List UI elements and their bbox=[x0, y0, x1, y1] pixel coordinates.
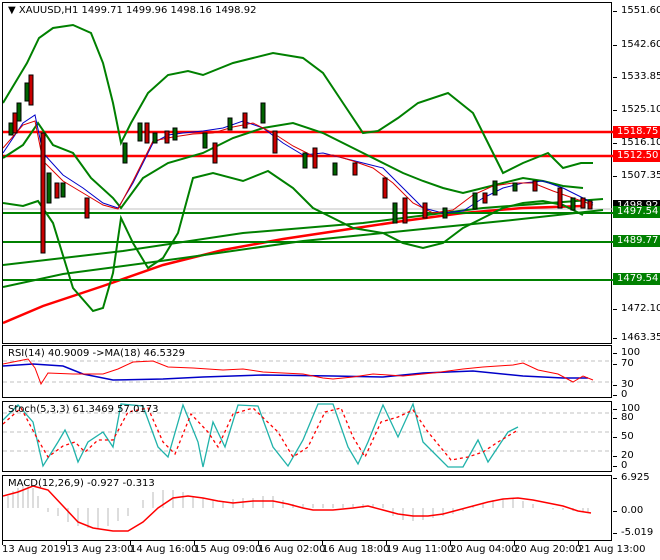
time-label: 15 Aug 09:00 bbox=[194, 541, 262, 555]
time-axis[interactable]: 13 Aug 2019 13 Aug 23:00 14 Aug 16:00 15… bbox=[2, 541, 645, 560]
level-tag-resistance-1: 1518.75 bbox=[613, 126, 660, 138]
price-tick: 1551.60 bbox=[613, 5, 660, 16]
level-tag-resistance-2: 1512.50 bbox=[613, 150, 660, 162]
macd-title: MACD(12,26,9) -0.927 -0.313 bbox=[8, 478, 155, 489]
rsi-canvas bbox=[3, 358, 613, 386]
macd-tick: 6.925 bbox=[613, 472, 650, 483]
time-label: 20 Aug 20:00 bbox=[514, 541, 582, 555]
time-label: 14 Aug 16:00 bbox=[130, 541, 198, 555]
time-label: 19 Aug 11:00 bbox=[386, 541, 454, 555]
stoch-tick: 50 bbox=[613, 431, 634, 442]
macd-panel[interactable]: MACD(12,26,9) -0.927 -0.313 bbox=[2, 475, 612, 541]
macd-axis: 6.925 0.00 -5.019 bbox=[613, 0, 660, 541]
time-label: 16 Aug 18:00 bbox=[322, 541, 390, 555]
rsi-tick: 100 bbox=[613, 347, 640, 358]
level-tag-support-1: 1497.54 bbox=[613, 206, 660, 218]
rsi-panel[interactable]: RSI(14) 40.9009 ->MA(18) 46.5329 bbox=[2, 345, 613, 398]
price-axis[interactable]: 1551.60 1542.60 1533.85 1525.10 1516.10 … bbox=[613, 0, 660, 345]
price-tick: 1516.10 bbox=[613, 137, 660, 148]
stoch-title: Stoch(5,3,3) 61.3469 57.0173 bbox=[8, 404, 159, 415]
candles bbox=[8, 74, 593, 254]
rsi-tick: 0 bbox=[613, 389, 627, 400]
macd-canvas bbox=[3, 485, 592, 532]
time-label: 13 Aug 2019 bbox=[2, 541, 67, 555]
rsi-tick: 30 bbox=[613, 379, 634, 390]
rsi-title: RSI(14) 40.9009 ->MA(18) 46.5329 bbox=[8, 348, 185, 359]
stoch-axis: 100 80 50 20 0 bbox=[613, 0, 660, 475]
time-label: 13 Aug 23:00 bbox=[66, 541, 134, 555]
price-chart-canvas bbox=[3, 23, 613, 325]
price-tick: 1463.35 bbox=[613, 332, 660, 343]
stoch-tick: 80 bbox=[613, 412, 634, 423]
price-tick: 1533.85 bbox=[613, 71, 660, 82]
stoch-tick: 0 bbox=[613, 460, 627, 471]
stoch-canvas bbox=[3, 402, 613, 468]
level-tag-support-3: 1479.54 bbox=[613, 273, 660, 285]
rsi-tick: 70 bbox=[613, 358, 634, 369]
price-tick: 1507.35 bbox=[613, 170, 660, 181]
stoch-tick: 20 bbox=[613, 450, 634, 461]
main-price-panel[interactable]: ▼ XAUUSD,H1 1499.71 1499.96 1498.16 1498… bbox=[2, 2, 613, 344]
time-label: 16 Aug 02:00 bbox=[258, 541, 326, 555]
rsi-axis: 100 70 30 0 bbox=[613, 0, 660, 400]
stochastic-panel[interactable]: Stoch(5,3,3) 61.3469 57.0173 bbox=[2, 401, 613, 472]
stoch-tick: 100 bbox=[613, 403, 640, 414]
price-tick: 1525.10 bbox=[613, 104, 660, 115]
symbol-header: ▼ XAUUSD,H1 1499.71 1499.96 1498.16 1498… bbox=[8, 5, 257, 16]
time-label: 21 Aug 13:00 bbox=[578, 541, 646, 555]
time-label: 20 Aug 04:00 bbox=[450, 541, 518, 555]
macd-tick: -5.019 bbox=[613, 527, 653, 538]
collapse-triangle-icon[interactable]: ▼ bbox=[8, 5, 19, 16]
macd-tick: 0.00 bbox=[613, 505, 643, 516]
level-tag-support-2: 1489.77 bbox=[613, 235, 660, 247]
price-tick: 1472.10 bbox=[613, 303, 660, 314]
price-tick: 1542.60 bbox=[613, 39, 660, 50]
